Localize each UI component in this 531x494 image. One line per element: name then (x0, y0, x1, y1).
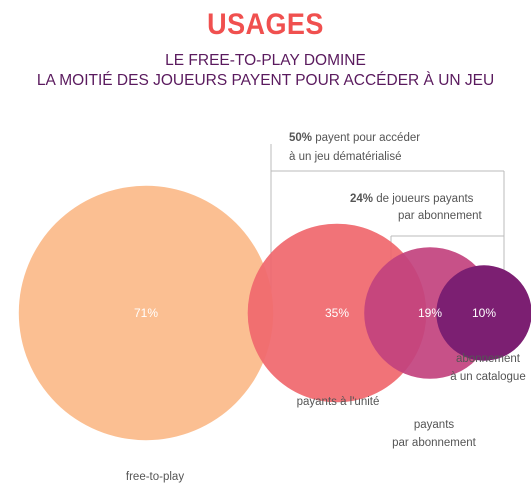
value-label-free-to-play: 71% (134, 306, 158, 320)
chart-subtitle-line2: LA MOITIÉ DES JOUEURS PAYENT POUR ACCÉDE… (36, 72, 495, 89)
annotation-50-line1: 50% payent pour accéder (289, 132, 420, 144)
value-label-catalogue: 10% (472, 306, 496, 320)
annotation-24-line1: 24% de joueurs payants (350, 193, 474, 205)
bubble-catalogue (436, 265, 531, 361)
bubble-unite (247, 223, 427, 403)
value-label-unite: 35% (325, 306, 349, 320)
category-label-abonnement-2: par abonnement (392, 437, 477, 449)
annotation-50-line2: à un jeu dématérialisé (289, 151, 402, 163)
annotation-50-bold: 50% (289, 132, 312, 144)
annotation-24-rest: de joueurs payants (373, 193, 474, 205)
bubble-free-to-play (18, 185, 274, 441)
annotation-50-rest: payent pour accéder (312, 132, 420, 144)
category-label-abonnement-1: payants (414, 419, 455, 431)
annotation-24-bold: 24% (350, 193, 373, 205)
category-label-free-to-play-1: free-to-play (126, 471, 184, 483)
bracket-24: 24% de joueurs payants par abonnement (350, 193, 504, 318)
category-label-catalogue-2: à un catalogue (450, 371, 525, 383)
category-label-unite-1: payants à l'unité (297, 396, 380, 408)
chart-subtitle-line1: LE FREE-TO-PLAY DOMINE (165, 52, 366, 69)
bracket-50: 50% payent pour accéder à un jeu dématér… (270, 132, 505, 318)
category-label-catalogue-1: abonnement (456, 353, 521, 365)
chart-title: USAGES (207, 8, 324, 41)
bubbles-group: 71% free-to-play 35% payants à l'unité 19% pa… (18, 185, 531, 483)
value-label-abonnement: 19% (418, 306, 442, 320)
annotation-24-line2: par abonnement (398, 210, 483, 222)
